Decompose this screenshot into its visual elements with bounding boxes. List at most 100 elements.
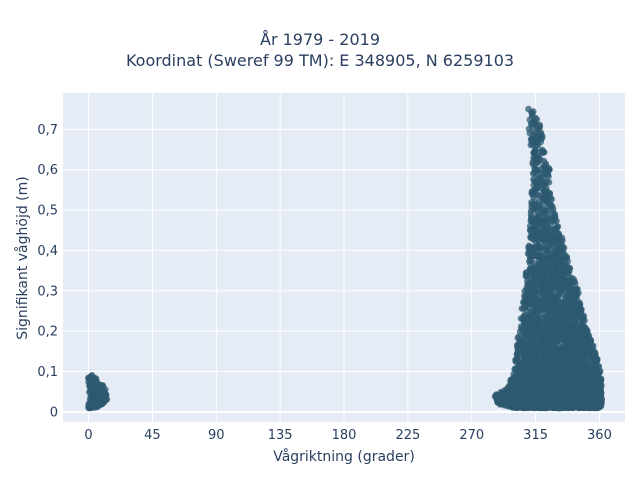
data-point (541, 238, 548, 246)
data-point (531, 151, 539, 158)
data-point (555, 316, 563, 323)
data-point (549, 311, 556, 319)
y-tick-label: 0,6 (37, 163, 58, 178)
data-point (529, 190, 537, 197)
data-point (507, 388, 514, 396)
data-point (522, 393, 530, 401)
data-point (531, 271, 538, 278)
data-point (543, 197, 550, 205)
data-point (521, 387, 528, 394)
data-point (532, 348, 540, 355)
data-points (85, 105, 605, 412)
x-axis-ticks: 0 45 90 135 180 225 270 315 360 (84, 428, 611, 443)
data-point (534, 297, 542, 305)
data-point (540, 319, 547, 326)
data-point (549, 203, 556, 211)
data-point (91, 398, 99, 405)
data-point (516, 339, 523, 347)
data-point (100, 399, 107, 406)
cluster-north (85, 372, 111, 412)
data-point (558, 298, 565, 306)
data-point (531, 338, 539, 346)
data-point (543, 325, 550, 333)
data-point (597, 398, 605, 405)
x-tick-label: 0 (84, 428, 92, 443)
data-point (538, 254, 546, 261)
data-point (531, 203, 539, 210)
data-point (536, 327, 544, 334)
data-point (534, 375, 541, 383)
data-point (537, 138, 545, 146)
data-point (556, 291, 564, 298)
x-tick-label: 270 (459, 428, 484, 443)
data-point (524, 314, 531, 321)
data-point (528, 370, 536, 377)
x-tick-label: 90 (208, 428, 225, 443)
data-point (539, 221, 546, 229)
data-point (540, 387, 548, 394)
data-point (528, 299, 535, 306)
data-point (539, 179, 547, 186)
data-point (577, 374, 584, 381)
data-point (553, 229, 561, 237)
data-point (531, 237, 539, 245)
data-point (563, 279, 571, 287)
data-point (526, 363, 533, 370)
data-point (564, 291, 572, 299)
data-point (582, 364, 589, 372)
data-point (564, 314, 572, 322)
data-point (522, 379, 530, 387)
data-point (548, 299, 555, 307)
data-point (527, 217, 535, 225)
data-point (542, 338, 550, 345)
data-point (545, 173, 552, 180)
data-point (528, 384, 535, 391)
data-point (556, 389, 563, 396)
data-point (534, 261, 542, 268)
data-point (555, 236, 562, 244)
data-point (98, 389, 105, 396)
x-tick-label: 45 (144, 428, 161, 443)
data-point (567, 302, 574, 310)
data-point (576, 348, 584, 355)
data-point (507, 376, 515, 384)
data-point (569, 400, 577, 407)
data-point (580, 391, 587, 398)
data-point (527, 207, 535, 215)
data-point (554, 223, 562, 230)
data-point (537, 288, 544, 296)
data-point (560, 368, 567, 376)
data-point (584, 373, 591, 381)
data-point (88, 387, 96, 395)
data-point (539, 268, 547, 275)
data-point (526, 227, 534, 234)
data-point (574, 395, 581, 402)
x-tick-label: 225 (395, 428, 420, 443)
data-point (551, 375, 558, 383)
data-point (545, 253, 553, 261)
data-point (572, 364, 580, 372)
data-point (585, 347, 593, 355)
data-point (89, 377, 97, 385)
data-point (531, 243, 539, 251)
data-point (550, 282, 558, 289)
x-tick-label: 180 (332, 428, 357, 443)
data-point (554, 271, 562, 278)
data-point (540, 148, 547, 156)
data-point (527, 141, 535, 149)
data-point (561, 263, 568, 270)
data-point (592, 349, 599, 357)
data-point (571, 374, 579, 381)
data-point (546, 318, 554, 326)
y-tick-label: 0 (50, 405, 58, 420)
data-point (568, 360, 575, 368)
data-point (557, 328, 564, 336)
data-point (520, 360, 528, 368)
data-point (593, 374, 601, 382)
data-point (551, 348, 558, 356)
y-tick-label: 0,2 (37, 325, 58, 340)
data-point (526, 281, 534, 289)
data-point (593, 390, 600, 398)
data-point (566, 349, 573, 356)
data-point (565, 334, 572, 342)
